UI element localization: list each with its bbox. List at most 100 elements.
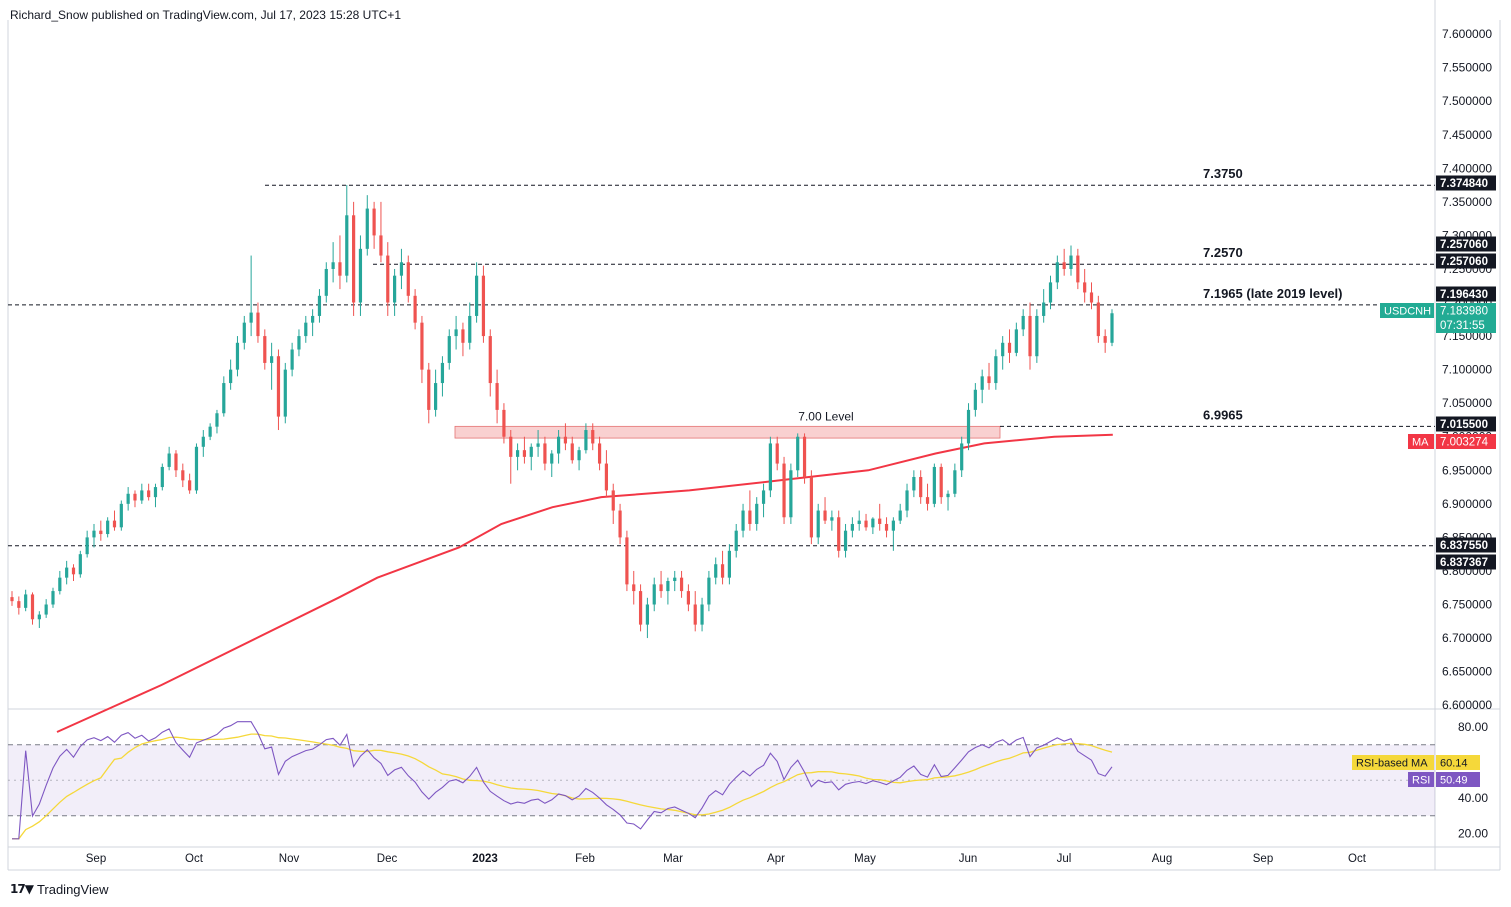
axis-tag-value: 7.257060 bbox=[1440, 239, 1488, 251]
time-tick-label: Jun bbox=[959, 853, 978, 865]
price-tick-label: 6.600000 bbox=[1442, 698, 1492, 712]
candle-body bbox=[304, 322, 308, 337]
candle-body bbox=[919, 477, 923, 498]
axis-tag-box bbox=[1436, 537, 1496, 553]
candle-body bbox=[522, 450, 527, 457]
candle-body bbox=[570, 443, 574, 461]
candle-body bbox=[270, 356, 274, 363]
candle-body bbox=[1089, 292, 1094, 303]
candle-body bbox=[10, 597, 14, 602]
candle-body bbox=[174, 453, 178, 471]
candle-body bbox=[905, 490, 909, 511]
zone-rectangle[interactable] bbox=[454, 425, 1001, 439]
candle-body bbox=[427, 369, 431, 410]
axis-tag-value: 6.837367 bbox=[1440, 557, 1488, 569]
candle-body bbox=[283, 369, 287, 417]
candle-body bbox=[399, 262, 404, 276]
candle-body bbox=[481, 275, 486, 337]
publisher-caption: Richard_Snow published on TradingView.co… bbox=[10, 8, 402, 22]
candle-body bbox=[584, 430, 588, 451]
candle-body bbox=[987, 376, 991, 384]
candle-body bbox=[529, 446, 533, 457]
level-label: 6.9965 bbox=[1203, 407, 1243, 422]
candle-body bbox=[966, 409, 971, 444]
ma-tag-label: MA bbox=[1412, 437, 1429, 449]
candle-body bbox=[256, 312, 260, 337]
horizontal-levels[interactable]: 7.3750 7.2570 7.1965 (late 2019 level) 6.99… bbox=[8, 166, 1435, 547]
candle-body bbox=[1055, 262, 1059, 283]
countdown-value: 07:31:55 bbox=[1440, 320, 1485, 332]
candle-body bbox=[591, 430, 595, 444]
level-axis-tags: 7.374840 7.257060 7.196430 7.015500 6.837550… bbox=[1436, 175, 1496, 570]
candle-body bbox=[413, 295, 417, 323]
candle-body bbox=[666, 581, 670, 592]
price-axis[interactable]: 7.600000 7.550000 7.500000 7.450000 7.400000… bbox=[1442, 27, 1492, 712]
axis-tag-box bbox=[1436, 416, 1496, 432]
price-tick-label: 7.350000 bbox=[1442, 195, 1492, 209]
rsi-tick-label: 40.00 bbox=[1458, 791, 1488, 805]
footer[interactable]: 17▼ TradingView bbox=[10, 880, 108, 898]
candle-body bbox=[263, 336, 267, 363]
rsi-tick-label: 20.00 bbox=[1458, 827, 1488, 841]
candle-body bbox=[201, 436, 205, 447]
candle-body bbox=[973, 389, 977, 410]
candle-body bbox=[71, 567, 76, 575]
time-tick-label: Feb bbox=[575, 853, 595, 865]
candle-body bbox=[1001, 342, 1005, 357]
candle-body bbox=[502, 409, 506, 437]
time-tick-label: Oct bbox=[1348, 853, 1367, 865]
candle-body bbox=[434, 383, 438, 410]
candle-body bbox=[802, 436, 807, 478]
last-price-tag: USDCNH 7.183980 07:31:55 bbox=[1380, 303, 1496, 333]
candle-body bbox=[898, 510, 902, 521]
symbol-label: USDCNH bbox=[1384, 306, 1431, 318]
candle-body bbox=[181, 470, 185, 481]
candle-body bbox=[133, 493, 137, 501]
candlesticks[interactable] bbox=[10, 185, 1114, 639]
candle-body bbox=[235, 342, 240, 370]
time-tick-label: Jul bbox=[1057, 853, 1072, 865]
candle-body bbox=[693, 604, 697, 625]
candle-body bbox=[1096, 302, 1100, 337]
candle-body bbox=[543, 443, 547, 464]
moving-average-line[interactable] bbox=[56, 433, 1113, 733]
candle-body bbox=[1014, 329, 1018, 353]
candle-body bbox=[188, 480, 192, 491]
candle-body bbox=[379, 235, 383, 256]
candle-body bbox=[727, 550, 731, 578]
candle-body bbox=[686, 591, 690, 605]
time-axis[interactable]: Sep Oct Nov Dec 2023 Feb Mar Apr May Jun Jul Aug Sep… bbox=[86, 853, 1367, 865]
candle-body bbox=[208, 426, 212, 437]
time-tick-label: Aug bbox=[1152, 853, 1172, 865]
rsi-ma-tag-label: RSI-based MA bbox=[1356, 758, 1428, 770]
candle-body bbox=[126, 493, 130, 504]
candle-body bbox=[317, 295, 322, 316]
candle-body bbox=[960, 443, 964, 471]
candle-body bbox=[1110, 313, 1114, 343]
axis-tag-value: 7.196430 bbox=[1440, 289, 1488, 301]
candle-body bbox=[857, 520, 861, 524]
candle-body bbox=[850, 523, 854, 531]
candle-body bbox=[99, 530, 103, 535]
rsi-line bbox=[12, 721, 1113, 840]
seven-level-zone[interactable]: 7.00 Level bbox=[454, 409, 1001, 439]
time-tick-label: 2023 bbox=[472, 853, 498, 865]
candle-body bbox=[44, 604, 48, 615]
candle-body bbox=[837, 517, 841, 551]
tradingview-logo-icon: 17▼ bbox=[10, 882, 34, 896]
candle-body bbox=[372, 208, 376, 236]
candle-body bbox=[92, 530, 96, 538]
axis-tag-box bbox=[1436, 286, 1496, 302]
candle-body bbox=[474, 275, 479, 316]
brand-name: TradingView bbox=[36, 881, 109, 897]
candle-body bbox=[563, 436, 568, 444]
time-tick-label: May bbox=[854, 853, 876, 865]
candle-body bbox=[878, 518, 882, 524]
candle-body bbox=[577, 450, 581, 461]
price-tick-label: 7.050000 bbox=[1442, 396, 1492, 410]
candle-body bbox=[276, 356, 281, 417]
candle-body bbox=[604, 463, 609, 491]
candle-body bbox=[242, 322, 246, 343]
time-tick-label: Oct bbox=[185, 853, 204, 865]
